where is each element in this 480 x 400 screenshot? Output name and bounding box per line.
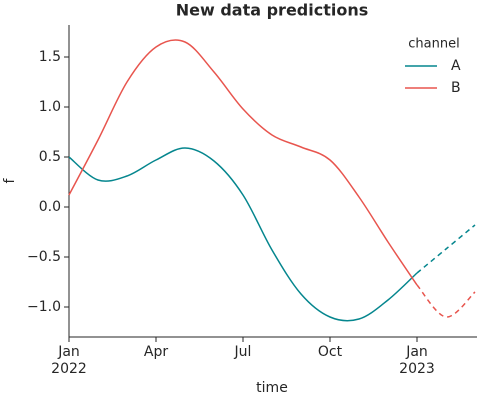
y-tick-label: 0.0 [39, 199, 61, 215]
legend-label: B [451, 80, 461, 96]
y-axis-label: f [2, 177, 18, 183]
x-tick-label: Oct [318, 344, 343, 360]
y-tick-label: 1.5 [39, 49, 61, 65]
x-tick-label: Jan [57, 344, 80, 360]
y-tick-label: 0.5 [39, 149, 61, 165]
y-tick-label: −0.5 [27, 249, 61, 265]
y-tick-label: 1.0 [39, 99, 61, 115]
x-tick-label: Jan [405, 344, 428, 360]
series-line [68, 147, 418, 322]
x-tick-label: Jul [234, 344, 252, 360]
legend-title: channel [408, 37, 459, 52]
x-tick-label: Apr [144, 344, 168, 360]
chart-title: New data predictions [176, 1, 369, 20]
legend-label: A [451, 58, 461, 74]
y-tick-label: −1.0 [27, 299, 61, 315]
forecast-line [416, 284, 476, 318]
forecast-line [416, 224, 476, 274]
x-tick-label: 2022 [51, 361, 87, 377]
x-tick-label: 2023 [399, 361, 435, 377]
series-line [68, 39, 418, 286]
x-axis-label: time [256, 380, 288, 396]
